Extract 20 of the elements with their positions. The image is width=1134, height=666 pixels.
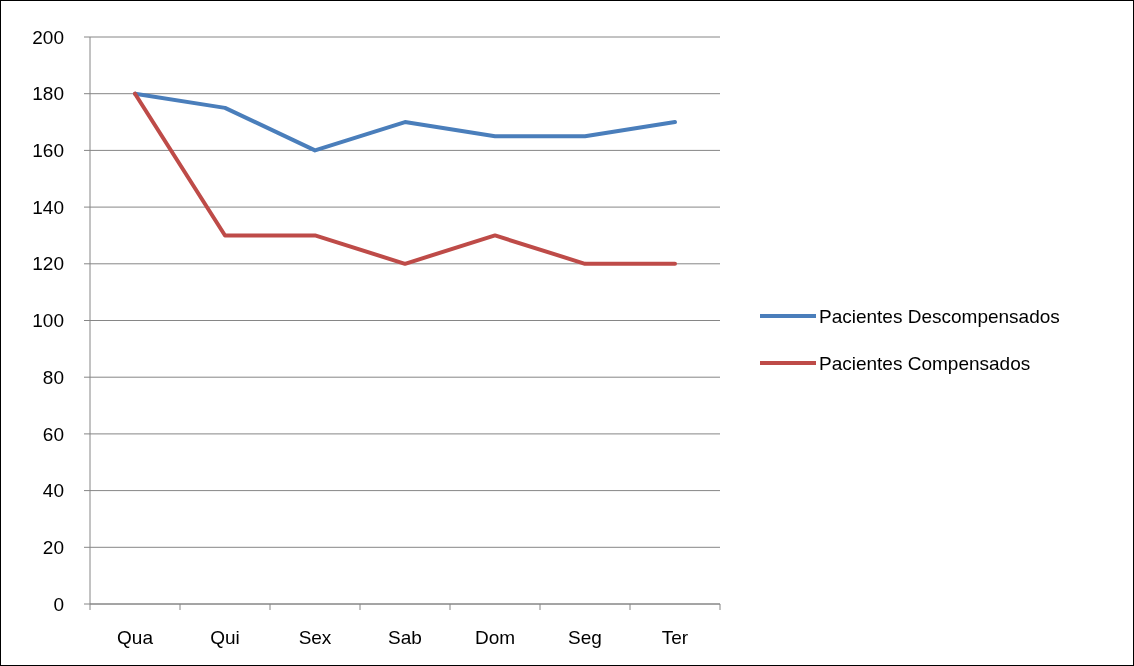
y-tick-label: 180 [32,83,64,105]
x-tick-label: Sex [298,627,332,648]
y-tick-label: 40 [42,480,64,502]
y-tick-label: 200 [32,26,64,48]
x-tick-label: Dom [474,627,516,648]
x-tick-label: Seg [568,627,602,648]
y-tick-label: 80 [42,366,64,388]
y-tick-label: 140 [32,196,64,218]
y-tick-label: 20 [42,536,64,558]
legend-label: Pacientes Compensados [819,352,1031,374]
y-tick-label: 0 [53,593,64,615]
x-tick-label: Sab [388,627,422,648]
x-tick-label: Qui [210,627,240,648]
y-tick-label: 120 [32,253,64,275]
y-tick-label: 60 [42,423,64,445]
x-tick-label: Ter [661,627,689,648]
legend-label: Pacientes Descompensados [819,305,1060,327]
y-tick-label: 100 [32,310,64,332]
x-tick-label: Qua [117,627,154,648]
y-tick-label: 160 [32,140,64,162]
